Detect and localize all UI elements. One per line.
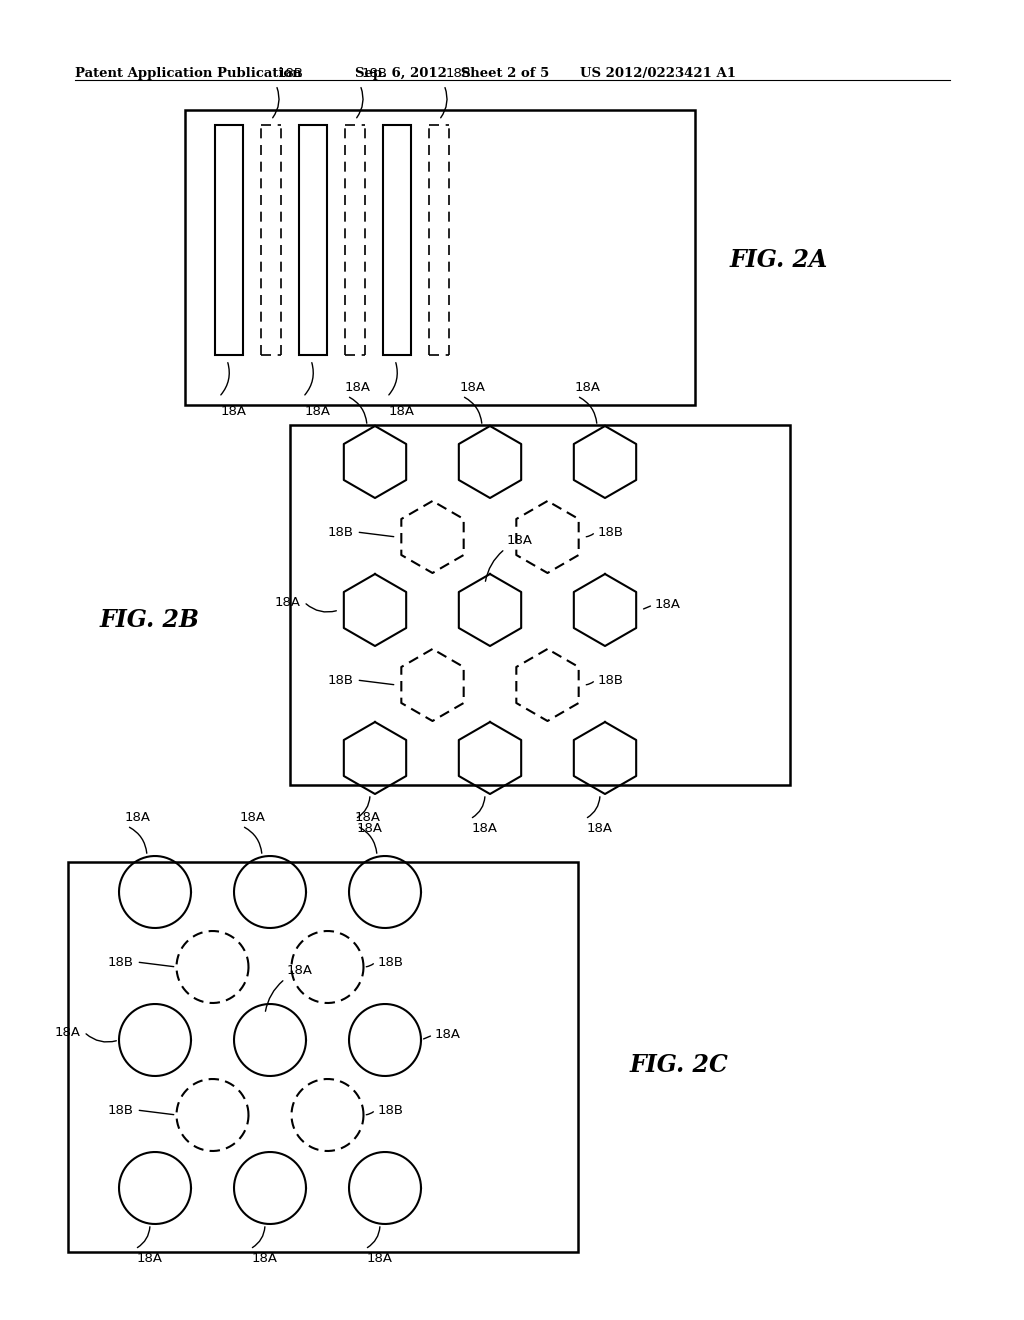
Text: FIG. 2C: FIG. 2C bbox=[630, 1053, 729, 1077]
Text: 18A: 18A bbox=[655, 598, 681, 611]
Text: 18A: 18A bbox=[137, 1251, 163, 1265]
Text: 18A: 18A bbox=[389, 405, 415, 418]
Text: 18A: 18A bbox=[252, 1251, 278, 1265]
Text: 18B: 18B bbox=[278, 67, 304, 81]
Text: 18A: 18A bbox=[345, 381, 371, 393]
Text: 18B: 18B bbox=[108, 1104, 133, 1117]
Text: 18A: 18A bbox=[357, 822, 383, 836]
Text: 18B: 18B bbox=[446, 67, 472, 81]
Text: 18B: 18B bbox=[597, 673, 624, 686]
Text: 18A: 18A bbox=[287, 964, 313, 977]
Text: 18A: 18A bbox=[55, 1026, 81, 1039]
Text: 18A: 18A bbox=[305, 405, 331, 418]
Bar bbox=[299, 125, 327, 355]
Text: 18B: 18B bbox=[108, 956, 133, 969]
Text: 18B: 18B bbox=[328, 525, 353, 539]
Text: 18A: 18A bbox=[221, 405, 247, 418]
Text: FIG. 2A: FIG. 2A bbox=[730, 248, 828, 272]
Text: 18A: 18A bbox=[275, 595, 301, 609]
Bar bbox=[290, 425, 790, 785]
Text: US 2012/0223421 A1: US 2012/0223421 A1 bbox=[580, 67, 736, 81]
Text: FIG. 2B: FIG. 2B bbox=[100, 609, 200, 632]
Text: Sep. 6, 2012   Sheet 2 of 5: Sep. 6, 2012 Sheet 2 of 5 bbox=[355, 67, 549, 81]
Text: 18A: 18A bbox=[587, 822, 613, 836]
Text: 18B: 18B bbox=[378, 956, 403, 969]
Text: 18A: 18A bbox=[125, 810, 151, 824]
Text: 18A: 18A bbox=[367, 1251, 393, 1265]
Bar bbox=[185, 110, 695, 405]
Text: 18A: 18A bbox=[240, 810, 266, 824]
Text: 18B: 18B bbox=[378, 1104, 403, 1117]
Text: 18A: 18A bbox=[435, 1028, 461, 1041]
Text: 18B: 18B bbox=[362, 67, 388, 81]
Text: 18A: 18A bbox=[472, 822, 498, 836]
Text: 18A: 18A bbox=[575, 381, 601, 393]
Bar bbox=[68, 862, 578, 1251]
Text: 18A: 18A bbox=[507, 535, 534, 546]
Text: Patent Application Publication: Patent Application Publication bbox=[75, 67, 302, 81]
Text: 18B: 18B bbox=[328, 673, 353, 686]
Bar bbox=[215, 125, 243, 355]
Text: 18A: 18A bbox=[460, 381, 486, 393]
Bar bbox=[383, 125, 411, 355]
Text: 18B: 18B bbox=[597, 525, 624, 539]
Text: 18A: 18A bbox=[355, 810, 381, 824]
